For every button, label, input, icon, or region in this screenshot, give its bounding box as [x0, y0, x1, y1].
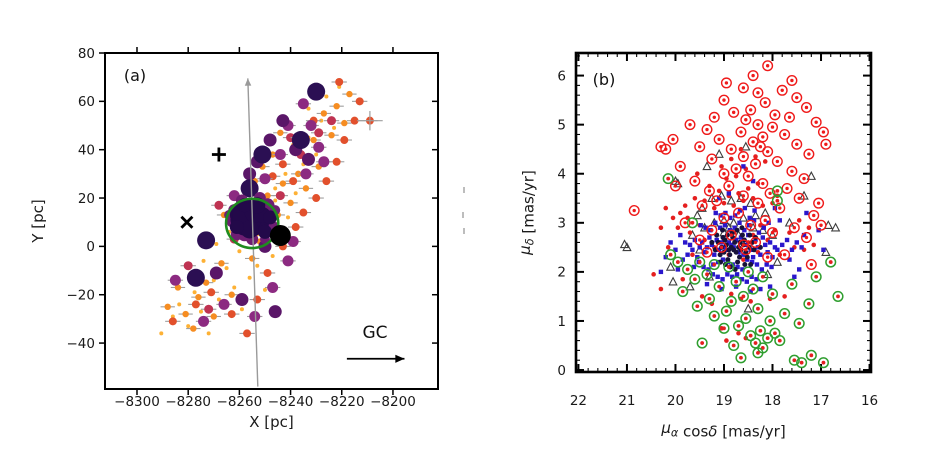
axes-frame: [104, 52, 439, 390]
series-red-circled-members: [628, 60, 832, 271]
svg-text:−8260: −8260: [217, 394, 263, 410]
svg-text:0: 0: [86, 239, 95, 255]
gc-label: GC: [363, 323, 388, 343]
svg-text:6: 6: [557, 68, 566, 84]
series-cluster-dark-core: [229, 197, 278, 239]
axes-frame: [574, 51, 873, 374]
svg-text:2: 2: [557, 265, 566, 281]
svg-text:20: 20: [667, 393, 684, 409]
svg-text:60: 60: [78, 94, 95, 110]
svg-text:21: 21: [618, 393, 635, 409]
svg-text:μδ [mas/yr]: μδ [mas/yr]: [516, 170, 538, 256]
svg-text:0: 0: [557, 363, 566, 379]
series-green-circled-members: [662, 173, 844, 369]
svg-text:16: 16: [861, 393, 878, 409]
series-navy-large-stars: [186, 82, 326, 287]
svg-text:20: 20: [78, 191, 95, 207]
green-aperture-circle: [224, 197, 280, 250]
svg-text:−8200: −8200: [370, 394, 416, 410]
svg-text:4: 4: [557, 167, 566, 183]
svg-text:−8220: −8220: [319, 394, 365, 410]
svg-text:−40: −40: [67, 336, 96, 352]
panel-b: 22 21 20 19 18 17 16 0 1 2 3 4 5 6 μα cosδ [mas/yr] μδ …: [516, 51, 878, 441]
svg-text:1: 1: [557, 314, 566, 330]
panel-letter: (a): [124, 66, 146, 85]
svg-text:18: 18: [764, 393, 781, 409]
svg-text:40: 40: [78, 142, 95, 158]
panel-letter: (b): [593, 70, 616, 89]
plot-area: [619, 60, 844, 369]
svg-text:−8240: −8240: [268, 394, 314, 410]
svg-text:17: 17: [812, 393, 829, 409]
svg-text:5: 5: [557, 117, 566, 133]
annotations: GC: [180, 78, 465, 387]
svg-text:μα cosδ [mas/yr]: μα cosδ [mas/yr]: [660, 419, 785, 441]
black-dot-marker: [269, 225, 291, 247]
svg-text:3: 3: [557, 216, 566, 232]
svg-text:−8300: −8300: [114, 394, 160, 410]
plot-area: [159, 78, 378, 338]
svg-text:−8280: −8280: [165, 394, 211, 410]
svg-text:X [pc]: X [pc]: [249, 413, 294, 431]
svg-text:Y [pc]: Y [pc]: [29, 199, 47, 243]
svg-text:19: 19: [715, 393, 732, 409]
series-field-triangles: [619, 141, 841, 313]
svg-text:80: 80: [78, 46, 95, 62]
svg-text:22: 22: [570, 393, 587, 409]
svg-text:−20: −20: [67, 288, 96, 304]
panel-a: −8300 −8280 −8260 −8240 −8220 −8200 80 60 40 20 0 −…: [29, 46, 465, 431]
